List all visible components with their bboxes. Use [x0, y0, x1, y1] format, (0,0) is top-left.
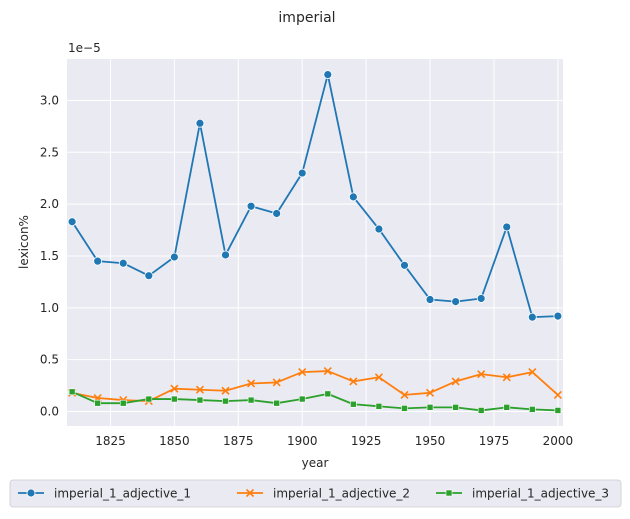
- data-point: [93, 256, 103, 266]
- data-point: [401, 405, 408, 412]
- data-point: [527, 312, 537, 322]
- data-point: [400, 390, 409, 399]
- data-point: [144, 271, 154, 281]
- data-point: [503, 404, 511, 411]
- data-point: [554, 407, 562, 414]
- data-point: [323, 70, 333, 79]
- data-point: [170, 384, 179, 393]
- data-point: [528, 368, 537, 377]
- legend-item: imperial_1_adjective_2: [237, 487, 410, 501]
- y-tick-label: 2.0: [40, 197, 59, 211]
- data-point: [222, 397, 229, 405]
- x-tick-label: 1900: [287, 434, 318, 448]
- y-tick-label: 1.5: [40, 249, 59, 263]
- data-point: [426, 404, 434, 411]
- x-tick-label: 1850: [159, 434, 190, 448]
- legend-marker: [245, 488, 255, 498]
- data-point: [272, 209, 282, 218]
- y-axis: 0.0 0.5 1.0 1.5 2.0 2.5 3.0: [40, 93, 59, 418]
- data-point: [477, 407, 485, 414]
- data-point: [452, 404, 459, 411]
- data-point: [195, 118, 205, 128]
- x-tick-label: 1950: [415, 434, 446, 448]
- data-point: [247, 379, 256, 388]
- x-tick-label: 2000: [543, 434, 574, 448]
- data-point: [273, 399, 280, 407]
- legend-label: imperial_1_adjective_2: [273, 487, 410, 501]
- data-point: [298, 368, 307, 377]
- legend-label: imperial_1_adjective_3: [472, 487, 609, 501]
- data-point: [67, 217, 77, 227]
- series-layer: [67, 70, 563, 414]
- data-point: [502, 222, 512, 232]
- data-point: [171, 395, 178, 403]
- x-axis: 1825 1850 1875 1900 1925 1950 1975 2000: [95, 434, 573, 448]
- data-point: [324, 390, 332, 398]
- series-line: [71, 390, 558, 412]
- data-point: [118, 258, 128, 268]
- legend-box: [9, 479, 622, 508]
- data-point: [350, 400, 357, 408]
- data-point: [374, 224, 384, 234]
- data-point: [349, 377, 358, 386]
- data-point: [374, 373, 383, 382]
- x-tick-label: 1875: [223, 434, 254, 448]
- legend-marker: [26, 488, 36, 498]
- y-tick-label: 3.0: [40, 93, 59, 107]
- data-point: [323, 366, 332, 376]
- y-tick-label: 0.5: [40, 353, 59, 367]
- data-point: [169, 252, 179, 262]
- data-point: [68, 388, 76, 396]
- data-point: [348, 192, 358, 202]
- grid: [67, 59, 563, 426]
- data-point: [375, 403, 383, 410]
- data-point: [272, 378, 281, 387]
- data-point: [297, 168, 307, 178]
- legend-item: imperial_1_adjective_1: [18, 487, 191, 501]
- data-point: [298, 395, 306, 403]
- y-axis-label: lexicon%: [17, 215, 31, 269]
- data-point: [195, 385, 205, 394]
- data-point: [246, 201, 256, 211]
- series-imperial_1_adjective_3: [68, 388, 562, 414]
- y-tick-label: 0.0: [40, 404, 59, 418]
- y-tick-label: 1.0: [40, 301, 59, 315]
- data-point: [529, 406, 536, 413]
- x-tick-label: 1975: [479, 434, 510, 448]
- legend: imperial_1_adjective_1 imperial_1_adjecti…: [9, 479, 622, 508]
- data-point: [145, 395, 153, 403]
- data-point: [247, 396, 255, 404]
- data-point: [221, 386, 230, 395]
- data-point: [221, 250, 230, 260]
- data-point: [94, 399, 101, 407]
- data-point: [425, 388, 435, 397]
- y-scale-label: 1e−5: [68, 41, 101, 55]
- legend-label: imperial_1_adjective_1: [54, 487, 191, 501]
- x-tick-label: 1925: [351, 434, 382, 448]
- data-point: [425, 295, 435, 304]
- legend-marker: [445, 489, 453, 497]
- data-point: [502, 373, 511, 382]
- data-point: [553, 311, 563, 321]
- data-point: [119, 399, 127, 407]
- series-imperial_1_adjective_1: [67, 70, 563, 322]
- x-tick-label: 1825: [95, 434, 126, 448]
- data-point: [476, 294, 486, 303]
- data-point: [400, 260, 409, 270]
- y-tick-label: 2.5: [40, 145, 59, 159]
- data-point: [196, 396, 204, 404]
- data-point: [451, 297, 461, 306]
- plot-area: [67, 59, 563, 426]
- data-point: [477, 370, 486, 379]
- chart-title: imperial: [278, 10, 335, 26]
- data-point: [451, 377, 460, 386]
- legend-item: imperial_1_adjective_3: [436, 487, 609, 501]
- x-axis-label: year: [302, 456, 329, 470]
- data-point: [553, 390, 562, 399]
